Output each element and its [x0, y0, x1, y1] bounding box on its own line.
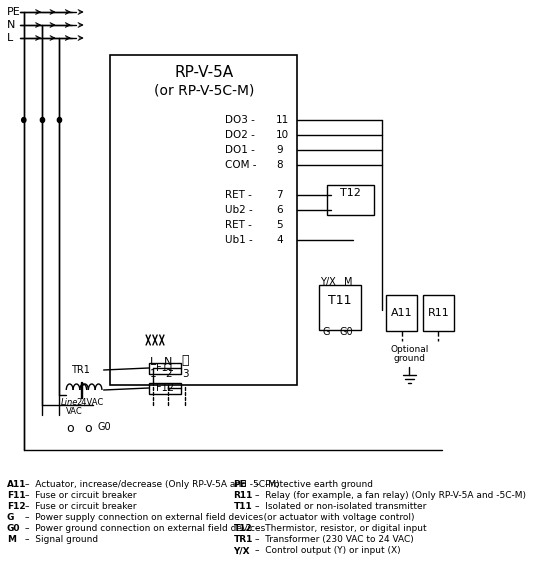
Text: ⏚: ⏚: [182, 354, 189, 367]
Text: T12: T12: [233, 524, 252, 533]
Text: 6: 6: [276, 205, 283, 215]
Bar: [319, 285, 361, 330]
Text: –  Signal ground: – Signal ground: [26, 535, 98, 544]
Text: PE: PE: [7, 7, 21, 17]
Text: –  Transformer (230 VAC to 24 VAC): – Transformer (230 VAC to 24 VAC): [255, 535, 413, 544]
Text: N: N: [164, 357, 172, 367]
Text: M: M: [344, 277, 353, 287]
Text: G: G: [7, 513, 14, 522]
Text: –  Fuse or circuit breaker: – Fuse or circuit breaker: [26, 491, 137, 500]
Text: 7: 7: [276, 190, 283, 200]
Text: L: L: [7, 33, 13, 43]
Text: –  Thermistor, resistor, or digital input: – Thermistor, resistor, or digital input: [255, 524, 426, 533]
Text: –  Control output (Y) or input (X): – Control output (Y) or input (X): [255, 546, 400, 555]
Text: G0: G0: [98, 422, 112, 432]
Text: L: L: [150, 357, 156, 367]
Circle shape: [40, 117, 45, 123]
Text: o: o: [84, 422, 92, 435]
Text: T11: T11: [233, 502, 252, 511]
Text: 5: 5: [276, 220, 283, 230]
Text: (or RP-V-5C-M): (or RP-V-5C-M): [154, 83, 254, 97]
Text: 4: 4: [276, 235, 283, 245]
Text: A11: A11: [7, 480, 26, 489]
Bar: [110, 55, 298, 385]
Text: R11: R11: [233, 491, 253, 500]
Text: o: o: [66, 422, 73, 435]
Text: TR1: TR1: [71, 365, 90, 375]
Text: –  Protective earth ground: – Protective earth ground: [255, 480, 373, 489]
Text: 10: 10: [276, 130, 289, 140]
Text: DO2 -: DO2 -: [225, 130, 255, 140]
Text: RP-V-5A: RP-V-5A: [174, 65, 233, 80]
Text: DO1 -: DO1 -: [225, 145, 255, 155]
Text: F12: F12: [7, 502, 26, 511]
Text: 1: 1: [150, 369, 156, 379]
Text: G0: G0: [340, 327, 354, 337]
Text: ground: ground: [393, 354, 425, 363]
Text: –  Fuse or circuit breaker: – Fuse or circuit breaker: [26, 502, 137, 511]
Text: Y/X: Y/X: [233, 546, 250, 555]
Text: TR1: TR1: [233, 535, 253, 544]
Text: –  Relay (for example, a fan relay) (Only RP-V-5A and -5C-M): – Relay (for example, a fan relay) (Only…: [255, 491, 526, 500]
Text: Line: Line: [61, 398, 78, 407]
Text: –  Power ground connection on external field devices: – Power ground connection on external fi…: [26, 524, 265, 533]
Text: –  Isolated or non-isolated transmitter: – Isolated or non-isolated transmitter: [255, 502, 426, 511]
Text: T11: T11: [328, 294, 351, 306]
Circle shape: [57, 117, 61, 123]
Text: RET -: RET -: [225, 190, 252, 200]
Text: Optional: Optional: [390, 345, 429, 354]
Text: 9: 9: [276, 145, 283, 155]
Text: T12: T12: [339, 188, 361, 198]
Text: 8: 8: [276, 160, 283, 170]
Bar: [423, 295, 454, 331]
Text: COM -: COM -: [225, 160, 257, 170]
Text: RET -: RET -: [225, 220, 252, 230]
Text: Y/X: Y/X: [320, 277, 336, 287]
Text: G: G: [323, 327, 330, 337]
Text: F12: F12: [156, 383, 174, 393]
Text: 24VAC: 24VAC: [76, 398, 104, 407]
Bar: [386, 295, 417, 331]
Circle shape: [22, 117, 26, 123]
Text: N: N: [7, 20, 15, 30]
Text: M: M: [7, 535, 16, 544]
Text: 11: 11: [276, 115, 289, 125]
Text: –  Power supply connection on external field devices: – Power supply connection on external fi…: [26, 513, 264, 522]
Bar: [149, 363, 181, 374]
Text: A11: A11: [391, 308, 412, 318]
Text: Ub2 -: Ub2 -: [225, 205, 253, 215]
Text: G0: G0: [7, 524, 20, 533]
Text: (or actuator with voltage control): (or actuator with voltage control): [255, 513, 415, 522]
Text: DO3 -: DO3 -: [225, 115, 255, 125]
Text: R11: R11: [428, 308, 449, 318]
Text: F11: F11: [156, 363, 174, 373]
Text: VAC: VAC: [66, 407, 83, 416]
Bar: [327, 185, 374, 215]
Text: F11: F11: [7, 491, 26, 500]
Bar: [149, 383, 181, 394]
Text: 2: 2: [165, 369, 171, 379]
Text: –  Actuator, increase/decrease (Only RP-V-5A and -5C-M): – Actuator, increase/decrease (Only RP-V…: [26, 480, 280, 489]
Text: Ub1 -: Ub1 -: [225, 235, 253, 245]
Text: 3: 3: [182, 369, 188, 379]
Text: PE: PE: [233, 480, 246, 489]
